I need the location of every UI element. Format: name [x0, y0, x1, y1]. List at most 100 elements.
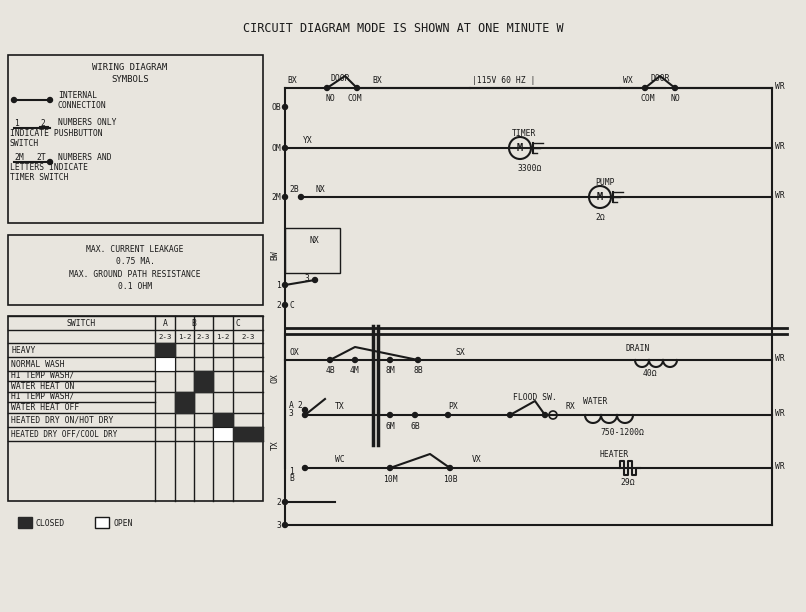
- Text: OM: OM: [272, 143, 281, 152]
- Text: YX: YX: [303, 135, 313, 144]
- Text: 3300Ω: 3300Ω: [518, 163, 542, 173]
- Bar: [8, 316, 263, 501]
- Text: WR: WR: [775, 190, 785, 200]
- Text: WX: WX: [623, 75, 633, 84]
- Text: SYMBOLS: SYMBOLS: [111, 75, 149, 83]
- Text: 2M: 2M: [272, 193, 281, 201]
- Text: PUMP: PUMP: [595, 177, 614, 187]
- Text: 3: 3: [305, 274, 310, 283]
- Circle shape: [388, 412, 393, 417]
- Circle shape: [282, 195, 288, 200]
- Circle shape: [447, 466, 452, 471]
- Text: WR: WR: [775, 354, 785, 362]
- Circle shape: [298, 195, 304, 200]
- Bar: [233, 427, 263, 441]
- Bar: [18, 517, 32, 528]
- Circle shape: [11, 97, 16, 102]
- Text: DOOR: DOOR: [650, 73, 670, 83]
- Text: 750-1200Ω: 750-1200Ω: [600, 428, 644, 436]
- Text: COM: COM: [347, 94, 363, 102]
- Bar: [213, 413, 233, 427]
- Text: 0.75 MA.: 0.75 MA.: [115, 256, 155, 266]
- Circle shape: [388, 357, 393, 362]
- Text: C: C: [235, 318, 240, 327]
- Text: INDICATE PUSHBUTTON: INDICATE PUSHBUTTON: [10, 129, 102, 138]
- Text: 6M: 6M: [385, 422, 395, 430]
- Text: RX: RX: [565, 401, 575, 411]
- Circle shape: [672, 86, 678, 91]
- Text: 8B: 8B: [413, 365, 423, 375]
- Text: A: A: [289, 400, 294, 409]
- Text: B: B: [192, 318, 197, 327]
- Text: 2: 2: [297, 400, 302, 409]
- Text: 3: 3: [276, 520, 281, 529]
- Text: 6B: 6B: [410, 422, 420, 430]
- Bar: [8, 235, 263, 305]
- Circle shape: [542, 412, 547, 417]
- Text: HEAVY: HEAVY: [11, 346, 35, 354]
- Text: 1-2: 1-2: [216, 334, 230, 340]
- Text: 8M: 8M: [385, 365, 395, 375]
- Text: SWITCH: SWITCH: [67, 318, 96, 327]
- Text: NUMBERS AND: NUMBERS AND: [58, 152, 111, 162]
- Bar: [155, 343, 175, 357]
- Bar: [155, 357, 175, 371]
- Text: WR: WR: [775, 461, 785, 471]
- Text: 2-3: 2-3: [241, 334, 255, 340]
- Text: HEATED DRY ON/HOT DRY: HEATED DRY ON/HOT DRY: [11, 416, 114, 425]
- Circle shape: [352, 357, 358, 362]
- Text: 40Ω: 40Ω: [642, 368, 658, 378]
- Circle shape: [302, 412, 308, 417]
- Text: C: C: [289, 300, 294, 310]
- Text: M: M: [597, 192, 603, 202]
- Text: 1: 1: [14, 119, 19, 127]
- Text: 2-3: 2-3: [197, 334, 210, 340]
- Text: WIRING DIAGRAM: WIRING DIAGRAM: [93, 62, 168, 72]
- Circle shape: [302, 466, 308, 471]
- Circle shape: [413, 412, 418, 417]
- Text: HEATED DRY OFF/COOL DRY: HEATED DRY OFF/COOL DRY: [11, 430, 118, 439]
- Text: 2T: 2T: [36, 152, 46, 162]
- Circle shape: [416, 357, 421, 362]
- Circle shape: [642, 86, 647, 91]
- Text: 4B: 4B: [325, 365, 334, 375]
- Circle shape: [48, 97, 52, 102]
- Circle shape: [302, 408, 308, 412]
- Text: 2: 2: [276, 498, 281, 507]
- Text: TX: TX: [335, 401, 345, 411]
- Text: A: A: [163, 318, 168, 327]
- Text: WR: WR: [775, 408, 785, 417]
- Text: BX: BX: [287, 75, 297, 84]
- Circle shape: [282, 146, 288, 151]
- Text: COM: COM: [641, 94, 655, 102]
- Text: M: M: [517, 143, 523, 153]
- Circle shape: [388, 466, 393, 471]
- Text: NX: NX: [310, 236, 320, 245]
- Text: 29Ω: 29Ω: [621, 477, 635, 487]
- Text: |115V 60 HZ |: |115V 60 HZ |: [472, 75, 535, 84]
- Circle shape: [282, 283, 288, 288]
- Text: 2B: 2B: [289, 184, 299, 193]
- Text: OX: OX: [289, 348, 299, 357]
- Text: HI TEMP WASH/: HI TEMP WASH/: [11, 392, 74, 400]
- Circle shape: [282, 302, 288, 307]
- Text: FLOOD SW.: FLOOD SW.: [513, 392, 557, 401]
- Text: TX: TX: [271, 440, 280, 450]
- Text: OB: OB: [272, 102, 281, 111]
- Text: WC: WC: [335, 455, 345, 463]
- Circle shape: [282, 499, 288, 504]
- Bar: [175, 392, 194, 413]
- Text: HI TEMP WASH/: HI TEMP WASH/: [11, 370, 74, 379]
- Circle shape: [48, 160, 52, 165]
- Text: 1: 1: [289, 466, 294, 476]
- Text: B: B: [289, 474, 294, 482]
- Circle shape: [313, 277, 318, 283]
- Text: DOOR: DOOR: [330, 73, 350, 83]
- Text: 1-2: 1-2: [178, 334, 191, 340]
- Text: WR: WR: [775, 141, 785, 151]
- Text: DRAIN: DRAIN: [625, 343, 650, 353]
- Text: 0.1 OHM: 0.1 OHM: [118, 282, 152, 291]
- Text: NUMBERS ONLY: NUMBERS ONLY: [58, 118, 117, 127]
- Circle shape: [446, 412, 451, 417]
- Bar: [8, 55, 263, 223]
